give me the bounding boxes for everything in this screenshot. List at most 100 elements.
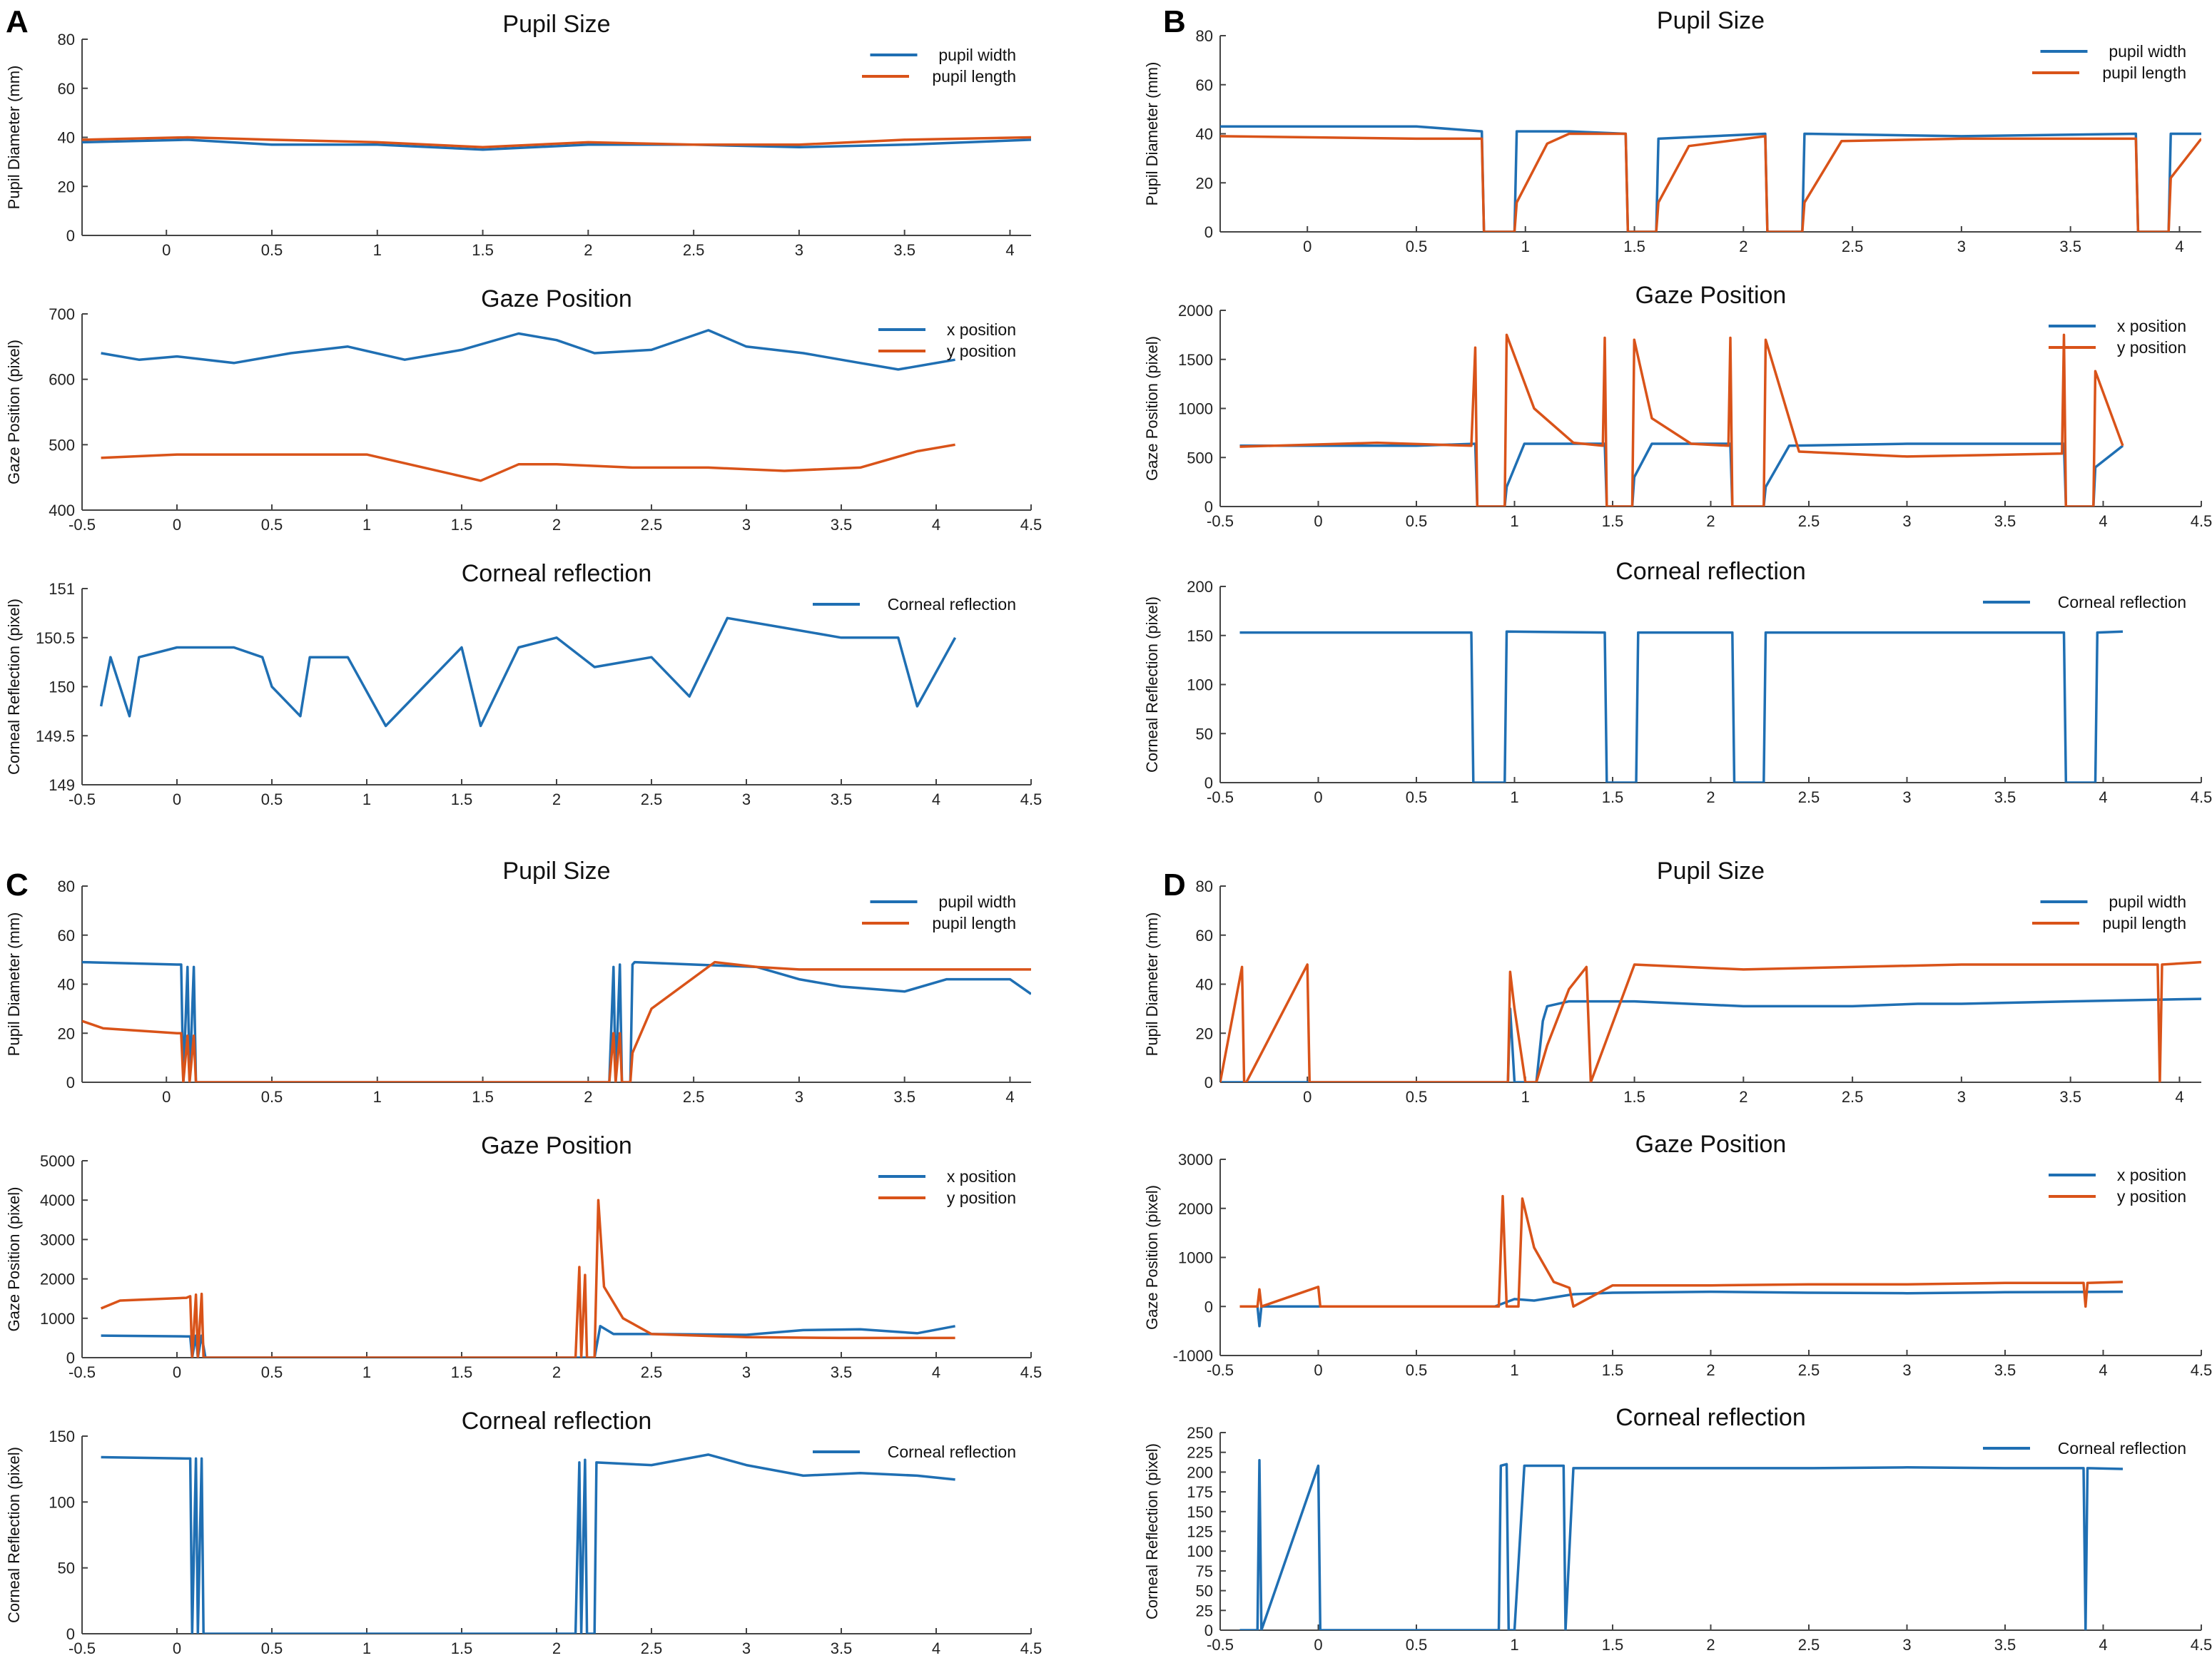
x-tick-label: 1 — [362, 516, 371, 534]
y-tick-label: 2000 — [1178, 1200, 1213, 1218]
y-tick-label: 80 — [1196, 878, 1213, 895]
x-tick-label: 3.5 — [893, 1088, 915, 1106]
legend-label: x position — [947, 320, 1016, 339]
x-tick-label: 0 — [1314, 1636, 1322, 1654]
chart-b-5: -0.5 0 0.5 1 1.5 2 2.5 3 3.5 4 4.5050100150200Corn… — [1143, 558, 2212, 806]
y-tick-label: 20 — [1196, 1024, 1213, 1042]
x-tick-label: 4 — [932, 1639, 940, 1657]
x-tick-label: 1.5 — [451, 790, 473, 808]
y-tick-label: 50 — [1196, 725, 1213, 743]
y-axis-label: Corneal Reflection (pixel) — [1143, 596, 1161, 773]
x-tick-label: 1 — [1510, 1636, 1518, 1654]
series-line-x-position — [1239, 1290, 2124, 1328]
x-tick-label: 2.5 — [1842, 238, 1864, 255]
x-tick-label: 3 — [1957, 238, 1966, 255]
x-tick-label: 3.5 — [1994, 1636, 2016, 1654]
y-tick-label: 150.5 — [36, 629, 75, 647]
y-axis-label: Pupil Diameter (mm) — [1143, 62, 1161, 206]
x-tick-label: 1.5 — [451, 1639, 473, 1657]
chart-b-4: -0.5 0 0.5 1 1.5 2 2.5 3 3.5 4 4.50500100015002000… — [1143, 282, 2212, 530]
x-tick-label: 1 — [1510, 788, 1518, 806]
x-tick-label: 3 — [795, 1088, 803, 1106]
chart-title: Pupil Size — [502, 11, 610, 38]
series-line-pupil-length — [82, 960, 1031, 1082]
y-axis-label: Gaze Position (pixel) — [5, 1187, 23, 1332]
series-line-y-position — [101, 443, 955, 482]
x-tick-label: 0 — [1314, 788, 1322, 806]
x-tick-label: 1.5 — [472, 241, 494, 259]
y-tick-label: 200 — [1187, 578, 1213, 596]
series-line-x-position — [1239, 442, 2124, 507]
x-tick-label: 1 — [1521, 238, 1530, 255]
x-tick-label: 3.5 — [1994, 788, 2016, 806]
y-tick-label: 149.5 — [36, 727, 75, 745]
legend-label: x position — [2117, 1166, 2186, 1184]
x-tick-label: -0.5 — [1207, 512, 1234, 530]
x-tick-label: 3 — [1902, 1636, 1911, 1654]
legend-label: x position — [947, 1167, 1016, 1186]
y-tick-label: 150 — [49, 1428, 75, 1445]
legend-label: x position — [2117, 317, 2186, 335]
x-tick-label: 0 — [1314, 1361, 1322, 1379]
y-tick-label: 150 — [1187, 1503, 1213, 1521]
x-tick-label: 0.5 — [261, 790, 283, 808]
series-line-y-position — [1239, 333, 2124, 507]
chart-c-7: -0.5 0 0.5 1 1.5 2 2.5 3 3.5 4 4.50100020003000400… — [5, 1132, 1042, 1381]
series-line-corneal-reflection — [1239, 1459, 2124, 1630]
x-tick-label: 4 — [2099, 1636, 2107, 1654]
series-line-pupil-width — [82, 138, 1031, 151]
x-tick-label: 2 — [552, 1363, 561, 1381]
chart-a-1: -0.5 0 0.5 1 1.5 2 2.5 3 3.5 4 4.5 400 500 600 700 Gaze… — [5, 285, 1042, 534]
chart-title: Corneal reflection — [1615, 1404, 1805, 1431]
y-tick-label: 0 — [66, 1349, 75, 1367]
x-tick-label: 3.5 — [893, 241, 915, 259]
y-tick-label: 1500 — [1178, 351, 1213, 369]
x-tick-label: 0.5 — [1406, 512, 1428, 530]
x-tick-label: 2 — [1739, 238, 1747, 255]
x-tick-label: 2.5 — [641, 1639, 663, 1657]
y-axis-label: Pupil Diameter (mm) — [5, 66, 23, 210]
y-tick-label: 80 — [58, 31, 75, 49]
x-tick-label: 3.5 — [831, 790, 853, 808]
x-tick-label: 0.5 — [261, 241, 283, 259]
x-tick-label: -0.5 — [69, 1639, 96, 1657]
y-tick-label: 400 — [49, 502, 75, 519]
x-tick-label: 3 — [742, 1363, 751, 1381]
x-tick-label: 4.5 — [1020, 516, 1042, 534]
y-tick-label: 1000 — [1178, 400, 1213, 418]
y-tick-label: 250 — [1187, 1424, 1213, 1442]
y-tick-label: 0 — [66, 1074, 75, 1092]
y-tick-label: 0 — [1204, 1298, 1213, 1316]
x-tick-label: 0 — [162, 241, 171, 259]
x-tick-label: 1 — [362, 1639, 371, 1657]
y-tick-label: 80 — [1196, 27, 1213, 45]
panel-label-b: B — [1163, 4, 1186, 39]
y-tick-label: 3000 — [40, 1231, 75, 1248]
x-tick-label: 3.5 — [1994, 512, 2016, 530]
x-tick-label: 4 — [932, 1363, 940, 1381]
x-tick-label: -0.5 — [1207, 788, 1234, 806]
x-tick-label: 1.5 — [472, 1088, 494, 1106]
x-tick-label: 4 — [2175, 1088, 2183, 1106]
x-tick-label: 1.5 — [1602, 512, 1624, 530]
legend-label: pupil width — [2109, 42, 2186, 61]
series-line-x-position — [101, 1325, 955, 1358]
x-tick-label: 0.5 — [261, 1639, 283, 1657]
x-tick-label: 3.5 — [1994, 1361, 2016, 1379]
y-tick-label: 25 — [1196, 1602, 1213, 1619]
x-tick-label: 0 — [162, 1088, 171, 1106]
x-tick-label: 3 — [1902, 788, 1911, 806]
y-axis-label: Corneal Reflection (pixel) — [5, 1447, 23, 1623]
y-tick-label: 60 — [58, 80, 75, 98]
x-tick-label: 3 — [1902, 1361, 1911, 1379]
x-tick-label: 2 — [1706, 1636, 1715, 1654]
x-tick-label: 0 — [1303, 1088, 1312, 1106]
y-tick-label: 20 — [58, 1024, 75, 1042]
x-tick-label: 0 — [173, 1363, 181, 1381]
y-tick-label: 60 — [1196, 927, 1213, 945]
y-tick-label: 75 — [1196, 1562, 1213, 1580]
y-tick-label: 3000 — [1178, 1151, 1213, 1169]
x-tick-label: 3.5 — [831, 516, 853, 534]
x-tick-label: 0.5 — [1406, 238, 1428, 255]
